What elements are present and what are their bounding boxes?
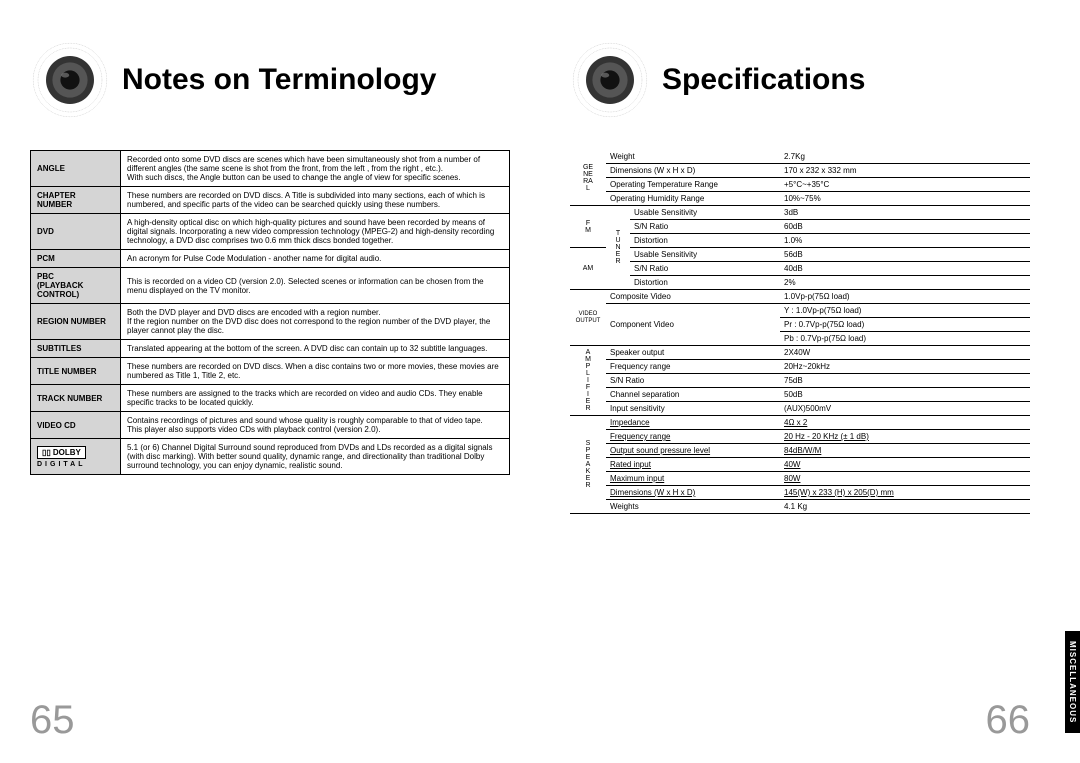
term-label: CHAPTERNUMBER	[31, 187, 121, 214]
spec-label: Rated input	[606, 458, 780, 472]
page-title-right: Specifications	[662, 63, 865, 97]
term-desc: An acronym for Pulse Code Modulation - a…	[121, 250, 510, 268]
spec-label: Impedance	[606, 416, 780, 430]
spec-label: Frequency range	[606, 430, 780, 444]
spec-value: Pb : 0.7Vp-p(75Ω load)	[780, 332, 1030, 346]
spec-label: Operating Humidity Range	[606, 192, 780, 206]
spec-value: 60dB	[780, 220, 1030, 234]
spec-subcategory: TUNER	[606, 206, 630, 290]
page-number-right: 66	[986, 698, 1031, 743]
spec-category: AMPLIFIER	[570, 346, 606, 416]
spec-label: S/N Ratio	[606, 374, 780, 388]
spec-label: Input sensitivity	[606, 402, 780, 416]
spec-value: 145(W) x 233 (H) x 205(D) mm	[780, 486, 1030, 500]
spec-value: 1.0%	[780, 234, 1030, 248]
term-label: SUBTITLES	[31, 340, 121, 358]
term-desc: Translated appearing at the bottom of th…	[121, 340, 510, 358]
spec-label: Maximum input	[606, 472, 780, 486]
spec-label: Usable Sensitivity	[630, 206, 780, 220]
term-label: REGION NUMBER	[31, 304, 121, 340]
term-desc: 5.1 (or 6) Channel Digital Surround soun…	[121, 439, 510, 475]
spec-category: GENERAL	[570, 150, 606, 206]
header-left: Notes on Terminology	[30, 40, 510, 120]
header-right: Specifications	[570, 40, 1030, 120]
page-title-left: Notes on Terminology	[122, 63, 436, 97]
spec-value: Y : 1.0Vp-p(75Ω load)	[780, 304, 1030, 318]
term-label: VIDEO CD	[31, 412, 121, 439]
term-desc: Both the DVD player and DVD discs are en…	[121, 304, 510, 340]
term-label: PCM	[31, 250, 121, 268]
side-tab: MISCELLANEOUS	[1065, 631, 1080, 733]
spec-value: 10%~75%	[780, 192, 1030, 206]
term-desc: These numbers are assigned to the tracks…	[121, 385, 510, 412]
spec-label: S/N Ratio	[630, 220, 780, 234]
spec-value: 50dB	[780, 388, 1030, 402]
spec-category: FM	[570, 206, 606, 248]
spec-value: 1.0Vp-p(75Ω load)	[780, 290, 1030, 304]
spec-label: Weight	[606, 150, 780, 164]
spec-label: Usable Sensitivity	[630, 248, 780, 262]
spec-label: Speaker output	[606, 346, 780, 360]
term-desc: This is recorded on a video CD (version …	[121, 268, 510, 304]
spec-value: 80W	[780, 472, 1030, 486]
spec-value: 4Ω x 2	[780, 416, 1030, 430]
spec-label: Dimensions (W x H x D)	[606, 486, 780, 500]
term-desc: Recorded onto some DVD discs are scenes …	[121, 151, 510, 187]
speaker-icon	[30, 40, 110, 120]
term-label: TRACK NUMBER	[31, 385, 121, 412]
spec-category: VIDEOOUTPUT	[570, 290, 606, 346]
spec-label: Output sound pressure level	[606, 444, 780, 458]
spec-value: 2%	[780, 276, 1030, 290]
term-desc: A high-density optical disc on which hig…	[121, 214, 510, 250]
spec-label: Distortion	[630, 234, 780, 248]
spec-value: 84dB/W/M	[780, 444, 1030, 458]
spec-value: 56dB	[780, 248, 1030, 262]
term-desc: These numbers are recorded on DVD discs.…	[121, 358, 510, 385]
specifications-table: GENERALWeight2.7KgDimensions (W x H x D)…	[570, 150, 1030, 514]
spec-category: AM	[570, 248, 606, 290]
spec-value: 3dB	[780, 206, 1030, 220]
spec-value: 40W	[780, 458, 1030, 472]
terminology-table: ANGLERecorded onto some DVD discs are sc…	[30, 150, 510, 475]
spec-label: Channel separation	[606, 388, 780, 402]
spec-value: 40dB	[780, 262, 1030, 276]
term-label: PBC(PLAYBACKCONTROL)	[31, 268, 121, 304]
spec-value: (AUX)500mV	[780, 402, 1030, 416]
spec-value: 20Hz~20kHz	[780, 360, 1030, 374]
page-left: Notes on Terminology ANGLERecorded onto …	[0, 0, 540, 763]
spec-value: Pr : 0.7Vp-p(75Ω load)	[780, 318, 1030, 332]
speaker-icon	[570, 40, 650, 120]
spec-label: Composite Video	[606, 290, 780, 304]
spec-label: Frequency range	[606, 360, 780, 374]
term-desc: These numbers are recorded on DVD discs.…	[121, 187, 510, 214]
spec-label: Dimensions (W x H x D)	[606, 164, 780, 178]
spec-label: Component Video	[606, 304, 780, 346]
spec-label: Distortion	[630, 276, 780, 290]
spec-value: 75dB	[780, 374, 1030, 388]
spec-category: SPEAKER	[570, 416, 606, 514]
spec-label: S/N Ratio	[630, 262, 780, 276]
spec-value: 4.1 Kg	[780, 500, 1030, 514]
term-label: ANGLE	[31, 151, 121, 187]
term-desc: Contains recordings of pictures and soun…	[121, 412, 510, 439]
spec-label: Operating Temperature Range	[606, 178, 780, 192]
spec-value: +5°C~+35°C	[780, 178, 1030, 192]
page-right: Specifications GENERALWeight2.7KgDimensi…	[540, 0, 1080, 763]
spec-value: 20 Hz - 20 KHz (± 1 dB)	[780, 430, 1030, 444]
spec-value: 170 x 232 x 332 mm	[780, 164, 1030, 178]
term-label: DVD	[31, 214, 121, 250]
spec-label: Weights	[606, 500, 780, 514]
page-number-left: 65	[30, 698, 75, 743]
spec-value: 2X40W	[780, 346, 1030, 360]
spec-value: 2.7Kg	[780, 150, 1030, 164]
term-label: ▯▯DOLBYDIGITAL	[31, 439, 121, 475]
term-label: TITLE NUMBER	[31, 358, 121, 385]
